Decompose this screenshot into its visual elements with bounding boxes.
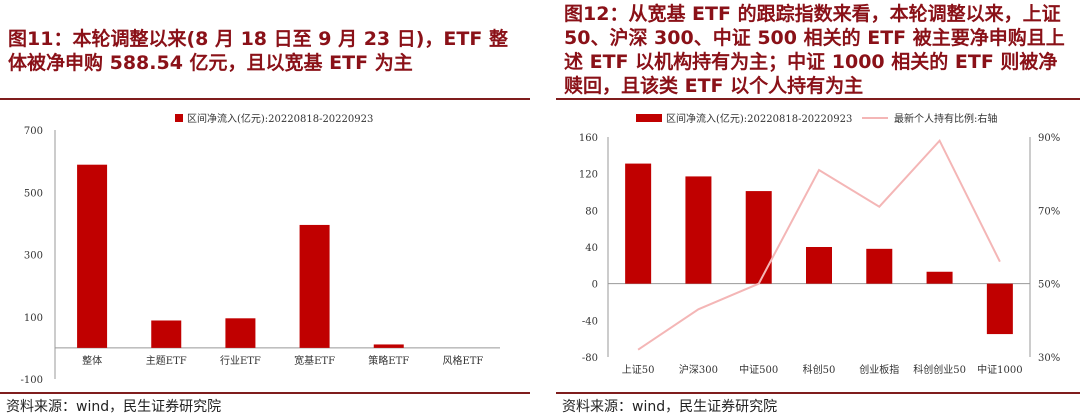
figure-12-title: 图12：从宽基 ETF 的跟踪指数来看，本轮调整以来，上证 50、沪深 300、…: [564, 3, 1065, 97]
bar: [685, 176, 712, 284]
figure-11-source: 资料来源：wind，民生证券研究院: [6, 399, 222, 415]
figure-11-title: 图11：本轮调整以来(8 月 18 日至 9 月 23 日)，ETF 整体被净申…: [8, 28, 508, 74]
y-tick-label: 300: [24, 251, 43, 262]
y-tick-label-left: -40: [582, 316, 598, 327]
figure-12-source: 资料来源：wind，民生证券研究院: [562, 399, 778, 415]
x-tick-label: 整体: [82, 354, 102, 367]
line-series-individual-ratio: [637, 138, 1001, 351]
legend-swatch-bar: [636, 114, 662, 122]
x-tick-label: 沪深300: [679, 363, 718, 376]
figure-11-bottom-rule: [0, 392, 530, 394]
y-tick-label-left: 0: [592, 280, 598, 291]
x-tick-label: 行业ETF: [220, 354, 261, 367]
y-tick-label: 500: [24, 188, 43, 199]
x-tick-label: 科创50: [803, 363, 836, 376]
x-tick-label: 风格ETF: [442, 354, 483, 367]
figure-12: 图12：从宽基 ETF 的跟踪指数来看，本轮调整以来，上证 50、沪深 300、…: [556, 0, 1080, 420]
bar: [299, 224, 330, 348]
x-tick-label: 主题ETF: [146, 355, 187, 367]
x-tick-label: 中证1000: [977, 363, 1022, 376]
y-tick-label-left: 120: [579, 170, 598, 181]
figure-12-bottom-rule: [556, 392, 1080, 394]
x-tick-label: 宽基ETF: [294, 354, 335, 367]
x-tick-label: 创业板指: [859, 363, 899, 376]
y-tick-label: -100: [21, 375, 43, 386]
bar: [151, 320, 182, 348]
y-tick-label: 700: [24, 126, 43, 137]
x-tick-label: 科创创业50: [913, 363, 966, 376]
y-tick-label: 100: [24, 313, 43, 324]
figure-11: 图11：本轮调整以来(8 月 18 日至 9 月 23 日)，ETF 整体被净申…: [0, 0, 530, 420]
figure-11-chart: 区间净流入(亿元):20220818-20220923 700 500 300 100 -…: [21, 112, 500, 386]
bar: [866, 248, 893, 284]
legend-label: 区间净流入(亿元):20220818-20220923: [187, 112, 373, 125]
bar: [77, 164, 108, 348]
bar: [745, 191, 772, 284]
bar: [225, 318, 256, 348]
y-tick-label-right: 70%: [1038, 206, 1060, 217]
legend-swatch: [175, 114, 183, 122]
y-tick-label-right: 90%: [1038, 133, 1060, 144]
y-tick-label-left: 40: [585, 243, 598, 254]
bar: [625, 163, 652, 284]
y-tick-label-left: 80: [585, 206, 598, 217]
legend-label-line: 最新个人持有比例:右轴: [894, 112, 997, 125]
x-tick-label: 中证500: [739, 363, 778, 376]
y-tick-label-right: 30%: [1038, 353, 1060, 364]
figure-12-top-rule: [556, 98, 1080, 100]
figure-11-top-rule: [0, 98, 530, 100]
y-tick-label-right: 50%: [1038, 280, 1060, 291]
x-tick-label: 策略ETF: [368, 354, 409, 367]
bar: [986, 283, 1013, 335]
bar: [926, 271, 953, 284]
bar: [373, 344, 404, 348]
figure-12-chart: 区间净流入(亿元):20220818-20220923 最新个人持有比例:右轴 16…: [579, 112, 1060, 376]
legend: 区间净流入(亿元):20220818-20220923: [175, 112, 373, 125]
y-tick-label-left: -80: [582, 353, 598, 364]
x-tick-label: 上证50: [622, 364, 655, 376]
legend-label-bar: 区间净流入(亿元):20220818-20220923: [666, 112, 852, 125]
legend: 区间净流入(亿元):20220818-20220923 最新个人持有比例:右轴: [636, 112, 997, 125]
bar: [806, 247, 832, 284]
y-tick-label-left: 160: [579, 133, 598, 144]
